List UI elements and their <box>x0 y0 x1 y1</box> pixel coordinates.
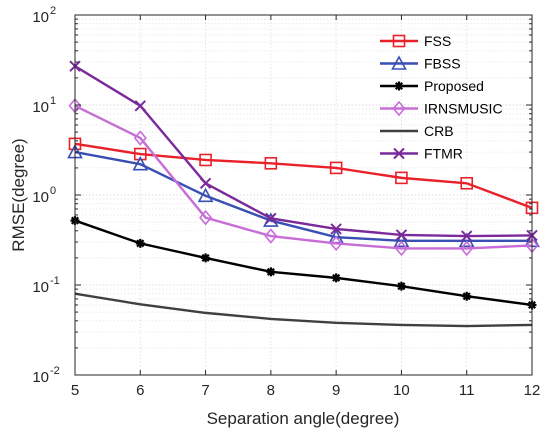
diamond-marker <box>394 240 408 257</box>
x-marker <box>265 212 277 225</box>
asterisk-marker <box>201 253 211 263</box>
y-tick-label-base: 10 <box>32 369 49 386</box>
legend-label: FBSS <box>424 56 461 72</box>
square-marker <box>329 161 343 175</box>
legend-label: FSS <box>424 33 451 49</box>
asterisk-marker <box>135 238 145 248</box>
series-line-proposed <box>74 219 533 307</box>
y-axis-title: RMSE(degree) <box>9 138 28 251</box>
diamond-marker <box>199 209 213 226</box>
diamond-marker <box>460 240 474 257</box>
y-tick-label-exponent: 2 <box>50 5 56 17</box>
x-marker <box>393 147 405 160</box>
diamond-marker <box>264 228 278 244</box>
series-line-fss <box>74 142 533 209</box>
x-tick-label: 9 <box>332 382 340 399</box>
legend-label: FTMR <box>424 146 463 162</box>
legend-item: FBSS <box>380 55 461 72</box>
triangle-marker <box>197 187 214 203</box>
y-tick-label-base: 10 <box>32 9 49 26</box>
triangle-marker <box>393 232 410 248</box>
square-marker <box>392 34 406 48</box>
series-ftmr <box>69 60 538 242</box>
x-marker <box>395 229 408 241</box>
x-tick-label: 12 <box>524 382 541 399</box>
triangle-marker <box>132 156 149 171</box>
x-marker <box>134 100 146 112</box>
y-tick-label-base: 10 <box>32 189 49 206</box>
y-tick-label: 10 -2 <box>32 365 59 386</box>
y-tick-label: 10 1 <box>32 95 56 116</box>
y-tick-label: 10 2 <box>32 5 56 26</box>
y-tick-label: 10 0 <box>32 185 56 206</box>
diamond-marker <box>133 130 147 146</box>
tick-marks <box>74 15 533 376</box>
x-tick-label: 8 <box>267 382 275 399</box>
x-tick-label: 11 <box>459 382 475 399</box>
series-crb <box>74 292 533 328</box>
legend: FSS FBSS Proposed IRNSMUSIC CRB FTMR <box>380 33 503 162</box>
grid-lines <box>74 15 533 376</box>
x-marker <box>330 223 342 235</box>
asterisk-marker <box>394 81 404 91</box>
asterisk-marker <box>331 273 341 283</box>
series-line-fbss <box>74 150 532 242</box>
square-marker <box>133 147 147 161</box>
x-tick-label: 5 <box>71 382 79 399</box>
legend-item: Proposed <box>380 78 484 94</box>
square-marker <box>460 176 474 190</box>
series-layer <box>67 60 540 328</box>
x-tick-label: 7 <box>201 382 209 399</box>
y-tick-label-exponent: -1 <box>50 275 60 287</box>
square-marker <box>395 171 408 185</box>
series-line-crb <box>74 292 533 328</box>
x-tick-label: 6 <box>136 382 144 399</box>
diamond-marker <box>392 100 406 117</box>
legend-item: FSS <box>380 33 451 49</box>
x-tick-labels: 5 6 7 8 9 10 11 12 <box>71 382 541 399</box>
diamond-marker <box>329 235 343 252</box>
y-tick-label-exponent: 1 <box>50 95 56 107</box>
legend-item: FTMR <box>380 146 463 162</box>
asterisk-marker <box>462 291 472 301</box>
legend-item: IRNSMUSIC <box>380 101 503 117</box>
legend-item: CRB <box>380 123 454 139</box>
x-marker <box>461 230 473 242</box>
series-fss <box>68 137 539 215</box>
asterisk-marker <box>396 281 406 291</box>
legend-label: CRB <box>424 123 454 139</box>
series-line-ftmr <box>74 65 533 238</box>
y-tick-label-exponent: 0 <box>50 185 56 197</box>
square-marker <box>199 153 212 167</box>
legend-label: Proposed <box>424 78 484 94</box>
x-tick-label: 10 <box>393 382 410 399</box>
series-line-irnsmusic <box>74 104 533 250</box>
y-tick-label-base: 10 <box>32 99 49 116</box>
x-axis-title: Separation angle(degree) <box>207 409 400 428</box>
y-tick-label-base: 10 <box>32 279 49 296</box>
square-marker <box>264 157 278 170</box>
y-tick-label: 10 -1 <box>32 275 59 296</box>
y-tick-label-exponent: -2 <box>50 365 60 377</box>
triangle-marker <box>391 55 407 70</box>
asterisk-marker <box>266 267 276 277</box>
legend-label: IRNSMUSIC <box>424 101 503 117</box>
x-marker <box>199 177 212 189</box>
